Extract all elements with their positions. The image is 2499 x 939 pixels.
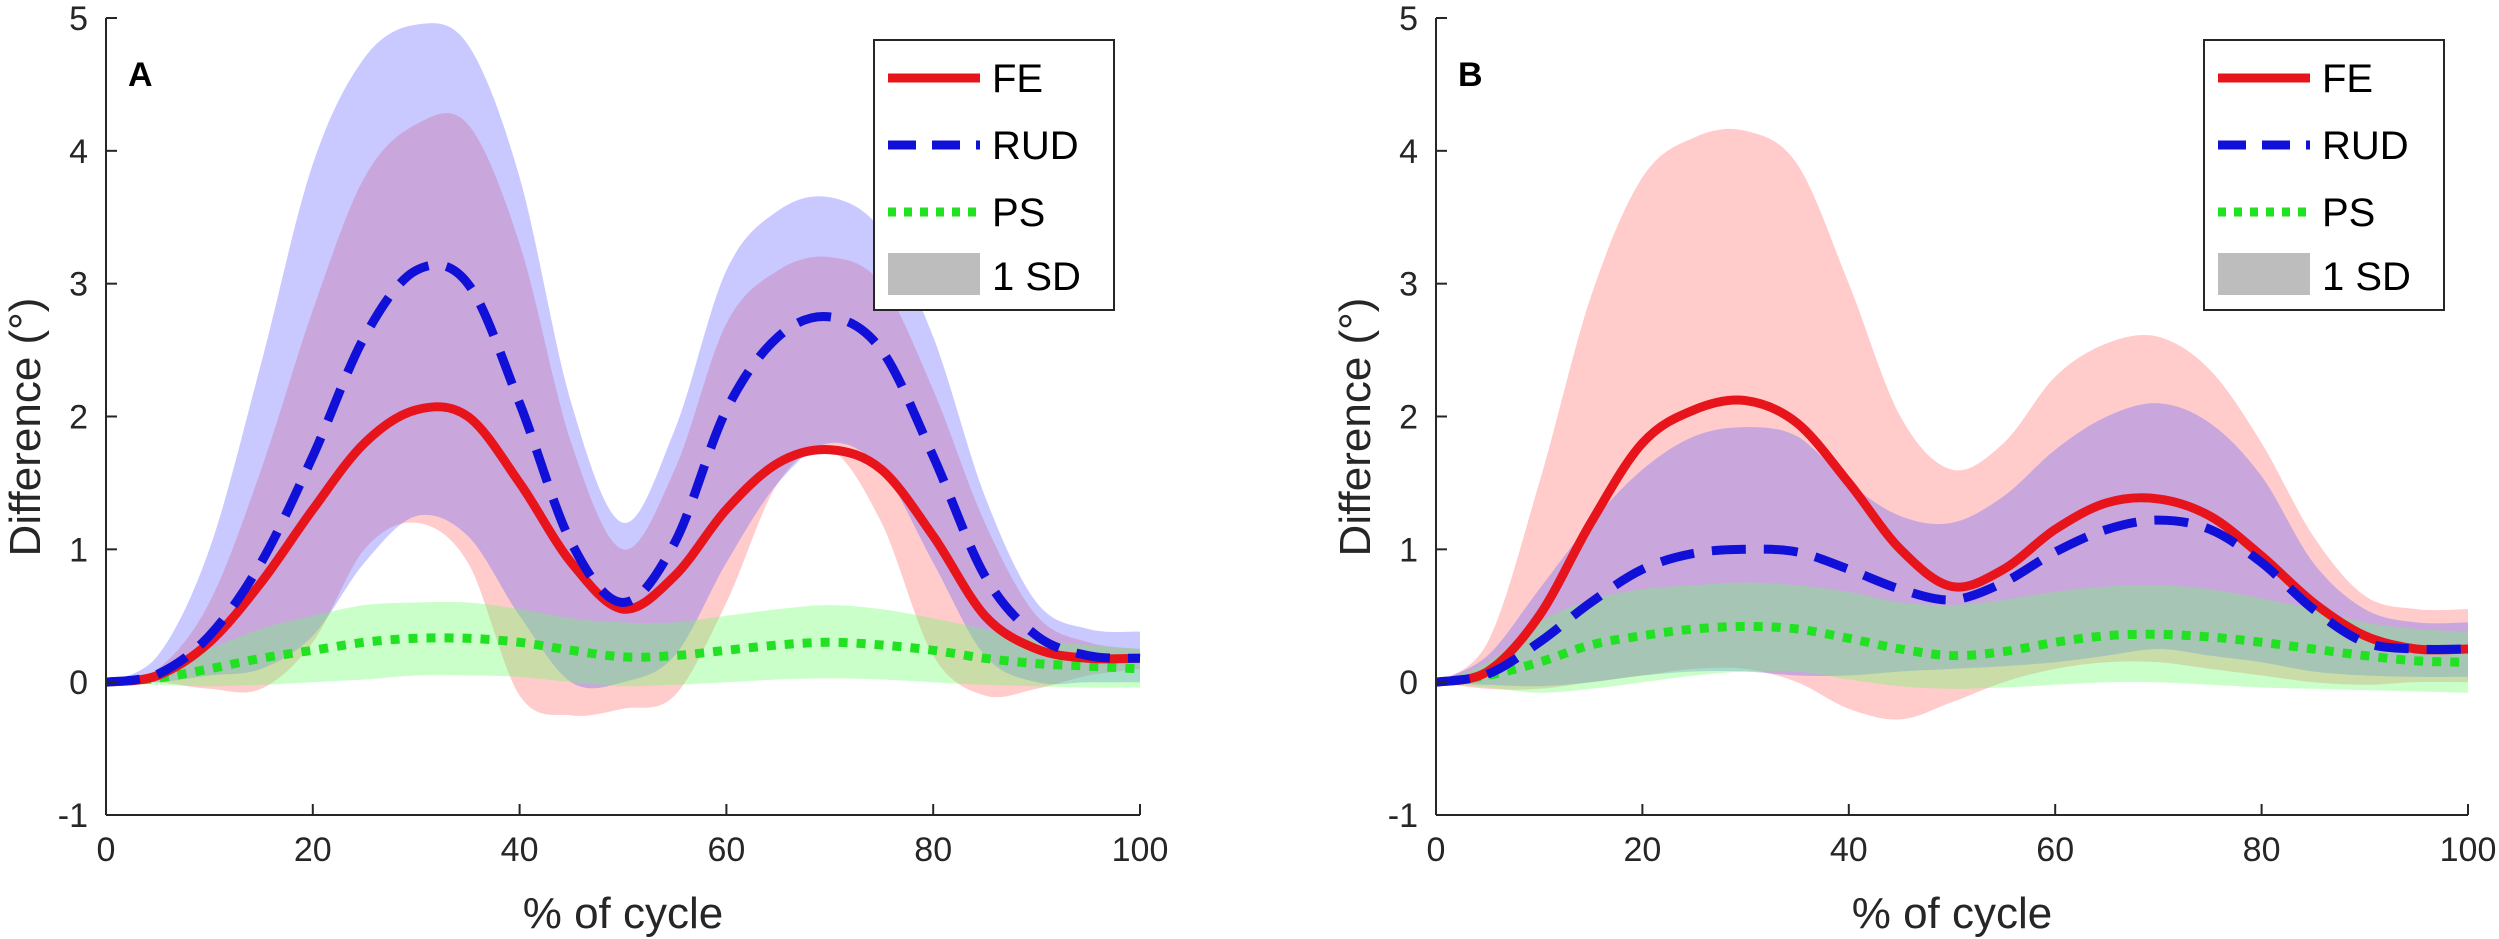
sd-band-fe (1436, 128, 2468, 720)
y-tick-label: 1 (69, 531, 88, 569)
y-tick-label: 2 (69, 399, 88, 437)
series-line-fe (105, 402, 1141, 687)
x-tick-label: 80 (2243, 831, 2281, 869)
y-tick-label: 3 (69, 266, 88, 304)
series-line-ps (105, 633, 1141, 687)
y-tick-label: 5 (69, 0, 88, 38)
sd-bands (106, 23, 1140, 716)
legend-sd-label: 1 SD (992, 255, 1081, 299)
y-tick-label: 0 (69, 664, 88, 702)
legend-sd-swatch (888, 253, 980, 295)
legend-rud-label: RUD (2322, 124, 2409, 168)
legend-fe-label: FE (2322, 57, 2373, 101)
y-tick-label: 4 (69, 133, 88, 171)
series-lines (1435, 395, 2469, 687)
x-tick-label: 20 (1623, 831, 1661, 869)
legend: FE RUD PS 1 SD (2203, 39, 2445, 311)
legend-sd-label: 1 SD (2322, 255, 2411, 299)
series-lines (105, 260, 1141, 687)
x-tick-label: 100 (1112, 831, 1169, 869)
sd-band-ps (1436, 582, 2468, 693)
sd-band-rud (1436, 403, 2468, 687)
y-tick-label: 4 (1399, 133, 1418, 171)
x-axis-label: % of cycle (523, 889, 724, 938)
y-tick-label: 1 (1399, 531, 1418, 569)
legend-fe-label: FE (992, 57, 1043, 101)
x-tick-label: 60 (2036, 831, 2074, 869)
sd-band-rud (106, 23, 1140, 689)
x-tick-label: 40 (1830, 831, 1868, 869)
x-tick-label: 100 (2440, 831, 2497, 869)
x-tick-label: 0 (97, 831, 116, 869)
y-axis-label: Difference (°) (1, 298, 50, 557)
series-line-rud (1435, 515, 2469, 687)
y-tick-label: -1 (58, 797, 88, 835)
series-line-fe (1435, 395, 2469, 687)
y-axis-label: Difference (°) (1331, 298, 1380, 557)
panel-label: A (128, 56, 153, 94)
y-tick-label: 3 (1399, 266, 1418, 304)
x-axis-label: % of cycle (1852, 889, 2053, 938)
y-tick-label: -1 (1388, 797, 1418, 835)
y-tick-label: 5 (1399, 0, 1418, 38)
legend-ps-label: PS (2322, 191, 2375, 235)
y-tick-label: 2 (1399, 399, 1418, 437)
series-line-ps (1435, 621, 2469, 687)
sd-band-ps (106, 601, 1140, 688)
legend-ps-label: PS (992, 191, 1045, 235)
legend-sd-swatch (2218, 253, 2310, 295)
sd-bands (1436, 128, 2468, 720)
x-tick-label: 40 (501, 831, 539, 869)
panel-label: B (1458, 56, 1483, 94)
y-tick-label: 0 (1399, 664, 1418, 702)
x-tick-label: 60 (707, 831, 745, 869)
x-tick-label: 80 (914, 831, 952, 869)
x-tick-label: 0 (1427, 831, 1446, 869)
legend-rud-label: RUD (992, 124, 1079, 168)
series-line-rud (105, 260, 1141, 687)
legend: FE RUD PS 1 SD (873, 39, 1115, 311)
sd-band-fe (106, 113, 1140, 716)
x-tick-label: 20 (294, 831, 332, 869)
